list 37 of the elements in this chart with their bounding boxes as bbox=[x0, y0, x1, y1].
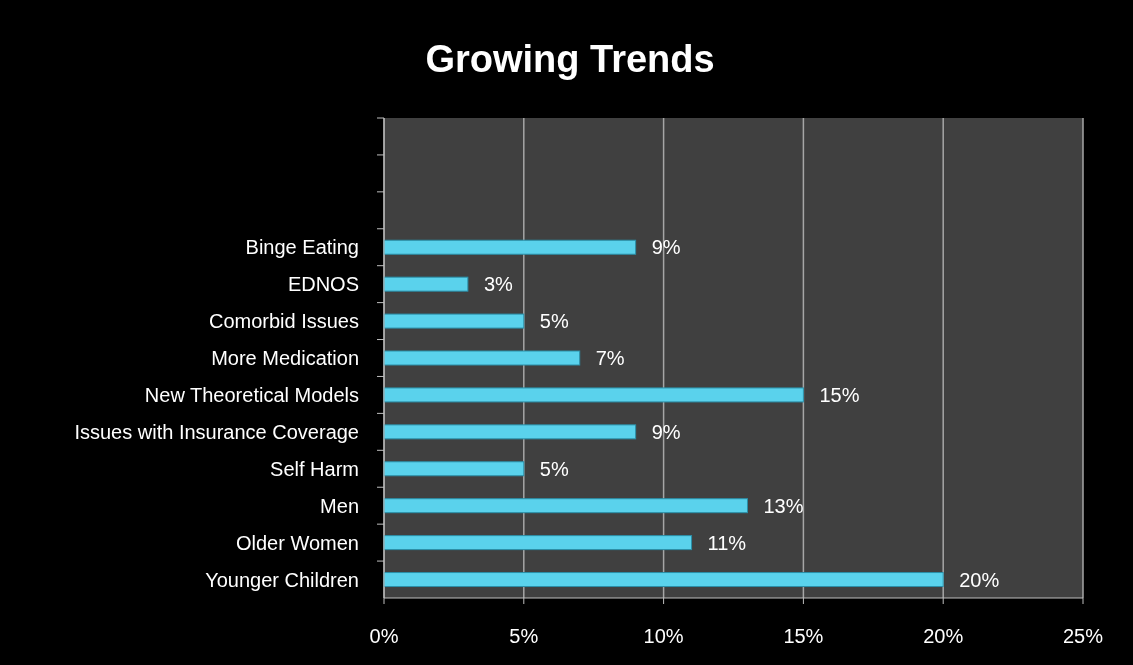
data-label: 11% bbox=[707, 531, 747, 554]
data-label: 9% bbox=[651, 420, 681, 443]
y-tick-label: More Medication bbox=[211, 347, 359, 369]
y-tick-label: Issues with Insurance Coverage bbox=[74, 420, 359, 443]
bar bbox=[383, 387, 804, 403]
bar bbox=[383, 572, 944, 588]
x-tick-label: 15% bbox=[783, 625, 824, 647]
x-tick-label: 0% bbox=[369, 625, 399, 647]
data-label: 13% bbox=[763, 494, 804, 517]
y-tick-label: EDNOS bbox=[287, 273, 359, 296]
data-label: 15% bbox=[819, 383, 860, 406]
y-tick-label: Older Women bbox=[235, 531, 359, 554]
data-label: 5% bbox=[539, 310, 569, 333]
y-tick-label: Self Harm bbox=[270, 457, 359, 480]
bar bbox=[383, 313, 525, 329]
bar bbox=[383, 424, 637, 440]
y-tick-label: Men bbox=[320, 494, 359, 517]
x-tick-label: 5% bbox=[509, 625, 539, 647]
data-label: 3% bbox=[483, 273, 513, 296]
bar bbox=[383, 461, 525, 477]
data-label: 5% bbox=[539, 457, 569, 480]
bar bbox=[383, 498, 748, 514]
x-tick-label: 20% bbox=[923, 625, 964, 647]
data-label: 20% bbox=[959, 568, 1000, 591]
data-label: 9% bbox=[651, 236, 681, 259]
y-tick-label: Younger Children bbox=[205, 568, 359, 591]
y-tick-label: Comorbid Issues bbox=[208, 310, 359, 333]
data-label: 7% bbox=[595, 347, 625, 369]
bar bbox=[383, 239, 637, 255]
y-tick-label: New Theoretical Models bbox=[144, 383, 359, 406]
bar bbox=[383, 350, 581, 366]
bar bbox=[383, 535, 693, 551]
y-tick-label: Binge Eating bbox=[245, 236, 359, 259]
bar bbox=[383, 276, 469, 292]
chart-title: Growing Trends bbox=[425, 38, 715, 80]
x-tick-label: 10% bbox=[643, 625, 684, 647]
x-tick-label: 25% bbox=[1062, 625, 1104, 647]
